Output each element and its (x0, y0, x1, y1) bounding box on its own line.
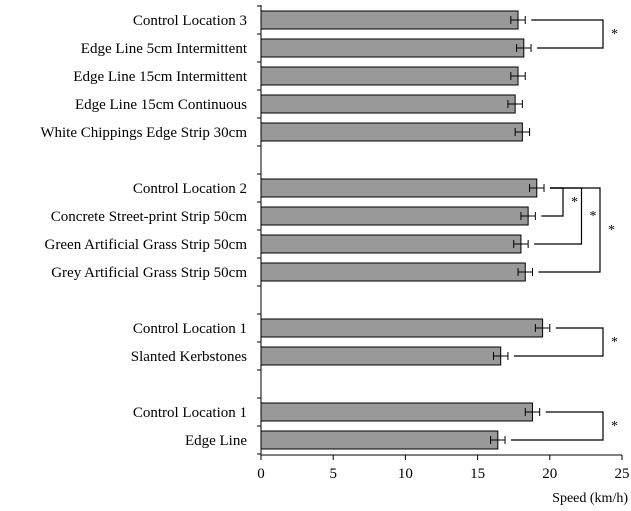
category-label: Control Location 2 (133, 181, 247, 197)
category-label: Green Artificial Grass Strip 50cm (45, 237, 248, 253)
category-labels: Control Location 3 Edge Line 5cm Intermit… (40, 13, 247, 449)
significance-bracket (531, 19, 604, 49)
bar (260, 318, 544, 338)
bar (260, 346, 502, 366)
significance-bracket (513, 327, 604, 357)
bar (260, 262, 526, 282)
bar (260, 430, 499, 450)
category-label: Control Location 1 (133, 405, 247, 421)
bars-layer (260, 10, 544, 450)
significance-star: * (590, 209, 597, 224)
bar (260, 66, 519, 86)
significance-star: * (611, 335, 618, 350)
significance-star: * (571, 195, 578, 210)
significance-brackets: * * * * * * (511, 19, 618, 441)
category-label: Edge Line 15cm Continuous (75, 97, 247, 113)
x-tick-label: 20 (542, 466, 557, 482)
x-tick-label: 25 (615, 466, 630, 482)
bar (260, 206, 529, 226)
bar (260, 94, 516, 114)
bar (260, 178, 538, 198)
x-tick-label: 15 (470, 466, 485, 482)
bar (260, 10, 519, 30)
category-label: Edge Line 15cm Intermittent (73, 69, 248, 85)
bar (260, 402, 533, 422)
significance-bracket (541, 187, 564, 217)
error-bars (490, 16, 551, 444)
category-label: Edge Line (185, 433, 247, 449)
bar (260, 122, 523, 142)
bar (260, 38, 525, 58)
significance-star: * (611, 27, 618, 42)
significance-star: * (608, 223, 615, 238)
significance-star: * (611, 419, 618, 434)
x-ticks: 0 5 10 15 20 25 (257, 5, 630, 482)
category-label: Control Location 3 (133, 13, 247, 29)
significance-bracket (538, 187, 601, 273)
category-label: Control Location 1 (133, 321, 247, 337)
category-label: Slanted Kerbstones (131, 349, 247, 365)
category-label: White Chippings Edge Strip 30cm (40, 125, 247, 141)
x-tick-label: 5 (329, 466, 337, 482)
bar (260, 234, 522, 254)
category-label: Concrete Street-print Strip 50cm (51, 209, 248, 225)
x-tick-label: 10 (398, 466, 413, 482)
x-axis-title: Speed (km/h) (552, 491, 628, 506)
significance-bracket (511, 411, 604, 441)
x-tick-label: 0 (257, 466, 265, 482)
category-label: Edge Line 5cm Intermittent (81, 41, 248, 57)
category-label: Grey Artificial Grass Strip 50cm (51, 265, 247, 281)
